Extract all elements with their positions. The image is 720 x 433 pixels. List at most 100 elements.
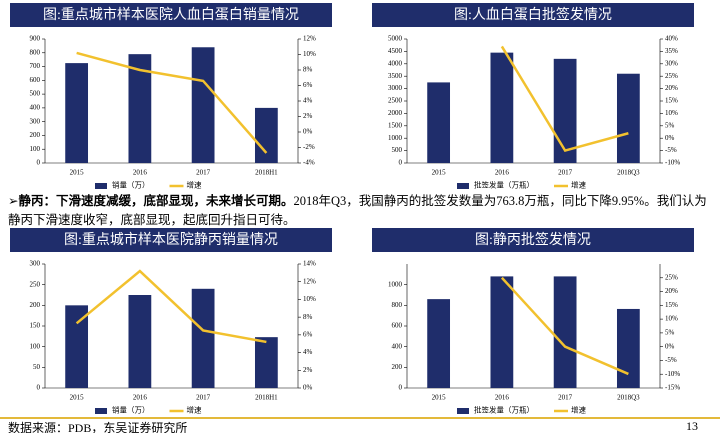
y-tick-label: 0: [37, 384, 41, 392]
y2-tick-label: 25%: [665, 72, 678, 80]
y-tick-label: 700: [30, 62, 41, 70]
y-tick-label: 600: [392, 322, 403, 330]
bar: [427, 82, 451, 163]
y2-tick-label: 8%: [303, 66, 313, 74]
y-tick-label: 150: [30, 322, 41, 330]
y2-tick-label: 10%: [665, 315, 678, 323]
bar: [616, 73, 640, 163]
y2-tick-label: 0%: [303, 384, 313, 392]
chart-title: 图:重点城市样本医院静丙销量情况: [64, 231, 278, 248]
title-bar: [372, 3, 694, 27]
chart-title: 图:重点城市样本医院人血白蛋白销量情况: [43, 6, 299, 23]
y2-tick-label: 35%: [665, 47, 678, 55]
y-tick-label: 250: [30, 280, 41, 288]
bar: [553, 276, 577, 388]
y2-tick-label: -15%: [665, 384, 680, 392]
chart: 图:人血白蛋白批签发情况 0 500 1000 1500 2000 2500 3000 3500…: [372, 3, 694, 190]
y-tick-label: 100: [30, 342, 41, 350]
y-tick-label: 0: [399, 159, 403, 167]
y-tick-label: 400: [392, 342, 403, 350]
y-tick-label: 600: [30, 76, 41, 84]
x-tick-label: 2018H1: [255, 394, 278, 402]
x-tick-label: 2017: [558, 394, 573, 402]
x-tick-label: 2015: [70, 394, 85, 402]
x-tick-label: 2016: [133, 394, 148, 402]
x-tick-label: 2017: [558, 169, 573, 177]
y2-tick-label: -10%: [665, 370, 680, 378]
y-tick-label: 200: [30, 131, 41, 139]
y2-tick-label: -2%: [303, 143, 315, 151]
y-tick-label: 400: [30, 103, 41, 111]
legend-label: 销量（万）: [112, 405, 150, 415]
x-tick-label: 2018Q3: [617, 169, 640, 177]
y-tick-label: 1000: [388, 280, 403, 288]
y-tick-label: 5000: [388, 35, 403, 43]
x-tick-label: 2017: [196, 169, 211, 177]
legend-label: 销量（万）: [112, 180, 150, 190]
y-tick-label: 50: [33, 363, 41, 371]
y2-tick-label: 5%: [665, 328, 675, 336]
y-tick-label: 100: [30, 145, 41, 153]
title-bar: [372, 228, 694, 252]
growth-line: [75, 269, 267, 344]
y2-tick-label: 5%: [665, 121, 675, 129]
y2-tick-label: 14%: [303, 260, 316, 268]
x-tick-label: 2016: [133, 169, 148, 177]
bar: [128, 54, 152, 163]
page-number: 13: [686, 419, 698, 433]
body-text: 2018年Q3，我国静丙的批签发数量为763.8万瓶，同比下降9.95%。我们认…: [8, 194, 707, 227]
bar: [128, 295, 152, 388]
y2-tick-label: 4%: [303, 348, 313, 356]
growth-line: [500, 276, 629, 376]
chart: 图:静丙批签发情况 0 200 400 600 800 1000 -15% -10% -5% 0% 5…: [372, 228, 694, 415]
legend-label: 批签发量（万瓶）: [474, 180, 534, 190]
y-tick-label: 500: [392, 146, 403, 154]
x-tick-label: 2015: [432, 169, 447, 177]
y-tick-label: 800: [30, 48, 41, 56]
chart: 图:重点城市样本医院静丙销量情况 0 50 100 150 200 250 300 0% 2% 4%…: [10, 228, 332, 415]
y2-tick-label: 15%: [665, 301, 678, 309]
y2-tick-label: 0%: [665, 342, 675, 350]
legend-swatch: [457, 408, 469, 414]
title-bar: [10, 228, 332, 252]
y-tick-label: 3000: [388, 84, 403, 92]
bar: [191, 288, 215, 388]
x-tick-label: 2018Q3: [617, 394, 640, 402]
legend-label: 增速: [187, 180, 202, 190]
y2-tick-label: 0%: [303, 128, 313, 136]
bold-lead: 静丙：下滑速度减缓，底部显现，未来增长可期。: [18, 194, 294, 208]
bar: [254, 337, 278, 388]
y2-tick-label: 12%: [303, 277, 316, 285]
y2-tick-label: -5%: [665, 146, 677, 154]
y-tick-label: 1000: [388, 134, 403, 142]
chart-title: 图:人血白蛋白批签发情况: [454, 6, 612, 23]
bar: [490, 276, 514, 388]
y-tick-label: 4000: [388, 59, 403, 67]
y-tick-label: 200: [392, 363, 403, 371]
legend-swatch: [457, 183, 469, 189]
y-tick-label: 0: [37, 159, 41, 167]
paragraph: ➢静丙：下滑速度减缓，底部显现，未来增长可期。2018年Q3，我国静丙的批签发数…: [8, 192, 713, 230]
y2-tick-label: -10%: [665, 159, 680, 167]
bar: [65, 305, 89, 388]
y2-tick-label: 2%: [303, 366, 313, 374]
chart-title: 图:静丙批签发情况: [475, 231, 591, 248]
y2-tick-label: 6%: [303, 81, 313, 89]
y2-tick-label: 40%: [665, 35, 678, 43]
bar: [616, 308, 640, 388]
x-tick-label: 2016: [495, 169, 510, 177]
legend-label: 增速: [187, 405, 202, 415]
bar: [553, 58, 577, 164]
y-tick-label: 0: [399, 384, 403, 392]
growth-line: [500, 45, 629, 153]
y2-tick-label: 25%: [665, 273, 678, 281]
y2-tick-label: 0%: [665, 134, 675, 142]
bar: [490, 52, 514, 163]
x-tick-label: 2015: [432, 394, 447, 402]
x-tick-label: 2016: [495, 394, 510, 402]
y2-tick-label: -4%: [303, 159, 315, 167]
legend-swatch: [95, 408, 107, 414]
x-tick-label: 2017: [196, 394, 211, 402]
y-tick-label: 300: [30, 117, 41, 125]
